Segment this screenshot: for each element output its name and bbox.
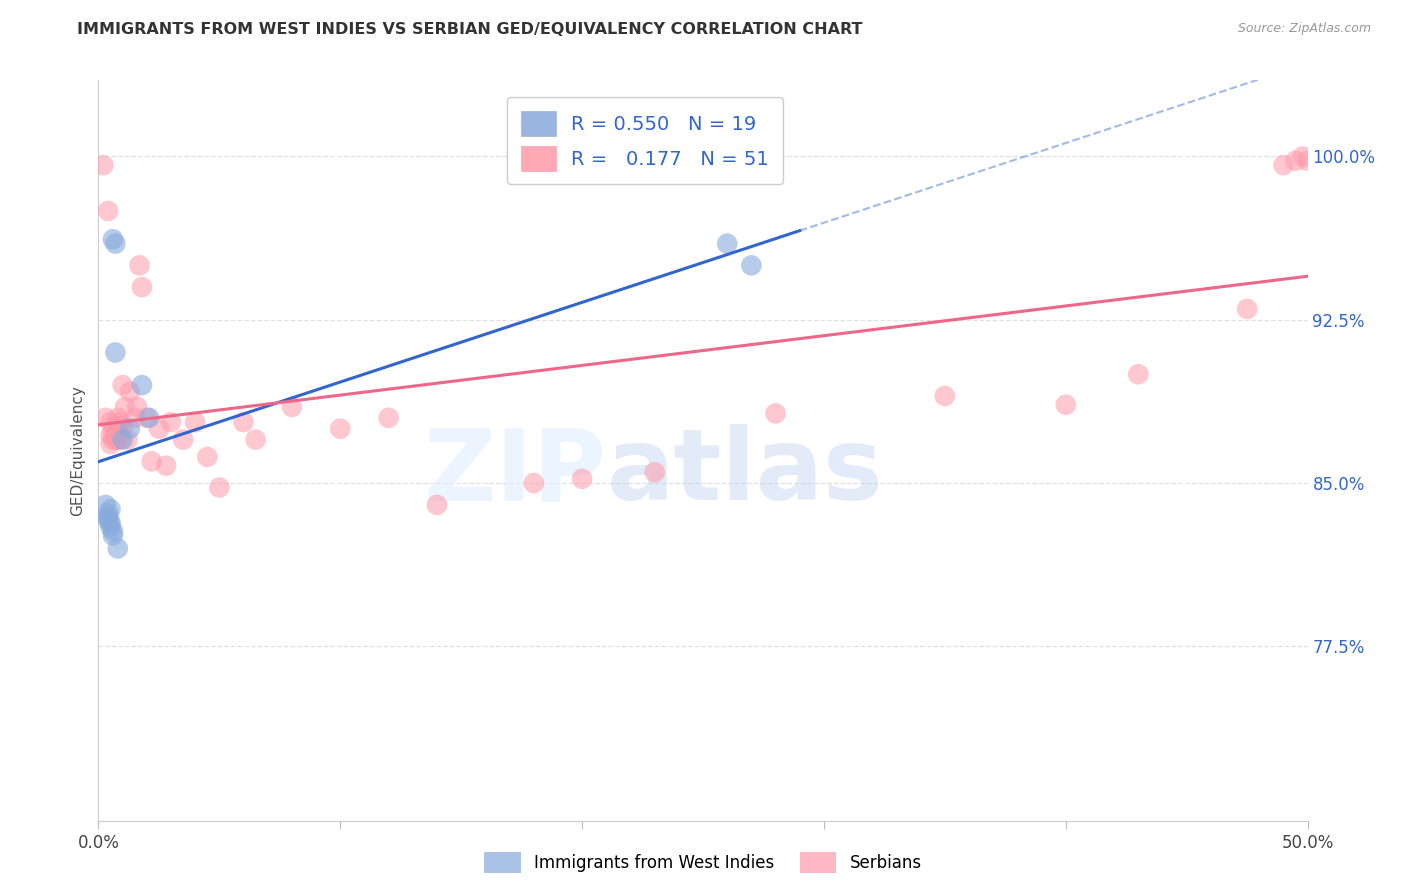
Point	[111, 433, 134, 447]
Point	[1128, 368, 1150, 382]
Point	[740, 259, 762, 273]
Y-axis label: GED/Equivalency: GED/Equivalency	[70, 385, 86, 516]
Point	[111, 378, 134, 392]
Point	[426, 498, 449, 512]
Point	[184, 415, 207, 429]
Point	[523, 476, 546, 491]
Point	[100, 519, 122, 533]
Point	[141, 454, 163, 468]
Point	[104, 345, 127, 359]
Point	[100, 437, 122, 451]
Legend: R = 0.550   N = 19, R =   0.177   N = 51: R = 0.550 N = 19, R = 0.177 N = 51	[508, 97, 783, 185]
Point	[128, 259, 150, 273]
Point	[195, 450, 218, 464]
Point	[644, 465, 666, 479]
Point	[131, 378, 153, 392]
Legend: Immigrants from West Indies, Serbians: Immigrants from West Indies, Serbians	[478, 846, 928, 880]
Point	[135, 410, 157, 425]
Text: ZIP: ZIP	[423, 425, 606, 521]
Text: atlas: atlas	[606, 425, 883, 521]
Point	[97, 513, 120, 527]
Point	[281, 400, 304, 414]
Point	[97, 511, 120, 525]
Point	[377, 410, 399, 425]
Point	[118, 384, 141, 399]
Text: IMMIGRANTS FROM WEST INDIES VS SERBIAN GED/EQUIVALENCY CORRELATION CHART: IMMIGRANTS FROM WEST INDIES VS SERBIAN G…	[77, 22, 863, 37]
Point	[329, 422, 352, 436]
Point	[101, 528, 124, 542]
Point	[117, 433, 139, 447]
Point	[114, 400, 136, 414]
Point	[100, 428, 122, 442]
Point	[716, 236, 738, 251]
Text: Source: ZipAtlas.com: Source: ZipAtlas.com	[1237, 22, 1371, 36]
Point	[94, 410, 117, 425]
Point	[100, 415, 122, 429]
Point	[127, 400, 149, 414]
Point	[97, 203, 120, 218]
Point	[118, 422, 141, 436]
Point	[1292, 149, 1315, 163]
Point	[1054, 398, 1077, 412]
Point	[208, 481, 231, 495]
Point	[148, 422, 170, 436]
Point	[131, 280, 153, 294]
Point	[104, 419, 127, 434]
Point	[101, 232, 124, 246]
Point	[155, 458, 177, 473]
Point	[1296, 153, 1319, 168]
Point	[101, 433, 124, 447]
Point	[108, 433, 131, 447]
Point	[138, 410, 160, 425]
Point	[1236, 301, 1258, 316]
Point	[571, 472, 593, 486]
Point	[94, 498, 117, 512]
Point	[108, 415, 131, 429]
Point	[107, 419, 129, 434]
Point	[232, 415, 254, 429]
Point	[100, 516, 122, 530]
Point	[1272, 158, 1295, 172]
Point	[160, 415, 183, 429]
Point	[107, 410, 129, 425]
Point	[124, 410, 146, 425]
Point	[104, 433, 127, 447]
Point	[1284, 153, 1306, 168]
Point	[111, 419, 134, 434]
Point	[101, 424, 124, 438]
Point	[934, 389, 956, 403]
Point	[107, 433, 129, 447]
Point	[101, 524, 124, 538]
Point	[107, 541, 129, 556]
Point	[100, 502, 122, 516]
Point	[765, 407, 787, 421]
Point	[172, 433, 194, 447]
Point	[245, 433, 267, 447]
Point	[104, 236, 127, 251]
Point	[91, 158, 114, 172]
Point	[97, 507, 120, 521]
